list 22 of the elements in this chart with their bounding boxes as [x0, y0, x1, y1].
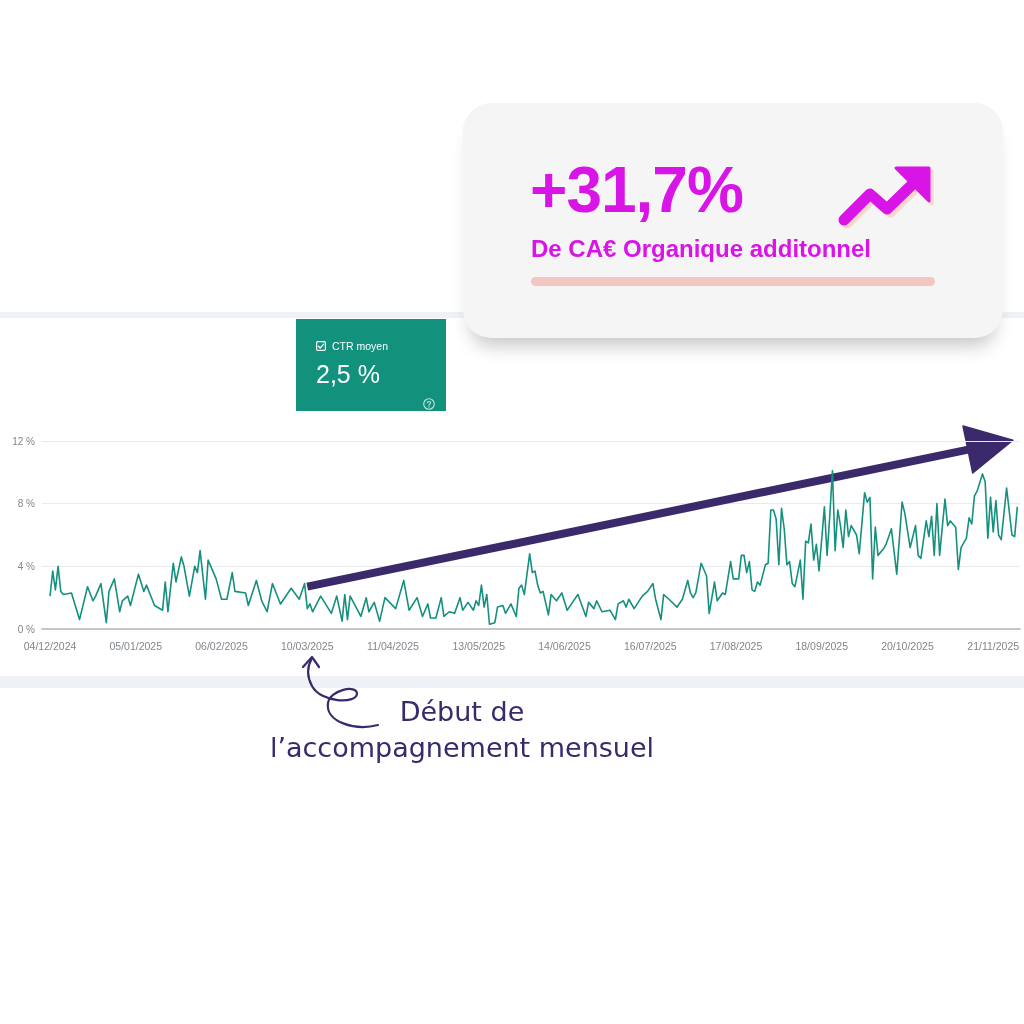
text: +31,7% — [530, 154, 743, 226]
y-tick-label: 12 % — [12, 435, 36, 447]
text: De CA€ Organique additonnel — [531, 235, 872, 262]
x-tick-label: 17/08/2025 — [709, 639, 763, 652]
x-tick-label: 21/11/2025 — [967, 639, 1020, 652]
x-tick-label: 16/07/2025 — [623, 639, 677, 652]
x-tick-label: 14/06/2025 — [538, 639, 591, 652]
chart-title: CTR moyen — [332, 340, 389, 352]
x-tick-label: 13/05/2025 — [452, 639, 506, 652]
x-tick-label: 18/09/2025 — [795, 639, 849, 652]
line-series — [49, 469, 1019, 626]
x-tick-label: 11/04/2025 — [367, 639, 420, 652]
metric-card: CTR moyen 2,5 % — [296, 319, 446, 411]
x-tick-label: 04/12/2024 — [23, 639, 77, 652]
x-tick-label: 06/02/2025 — [195, 639, 248, 652]
x-tick-label: 05/01/2025 — [109, 639, 163, 652]
y-tick-label: 0 % — [17, 623, 36, 635]
x-tick-label: 20/10/2025 — [881, 639, 934, 652]
x-tick-label: 10/03/2025 — [280, 639, 334, 652]
y-tick-label: 8 % — [17, 498, 36, 510]
y-tick-label: 4 % — [17, 560, 36, 572]
text: Début de l’accompagnement mensuel — [268, 695, 656, 765]
